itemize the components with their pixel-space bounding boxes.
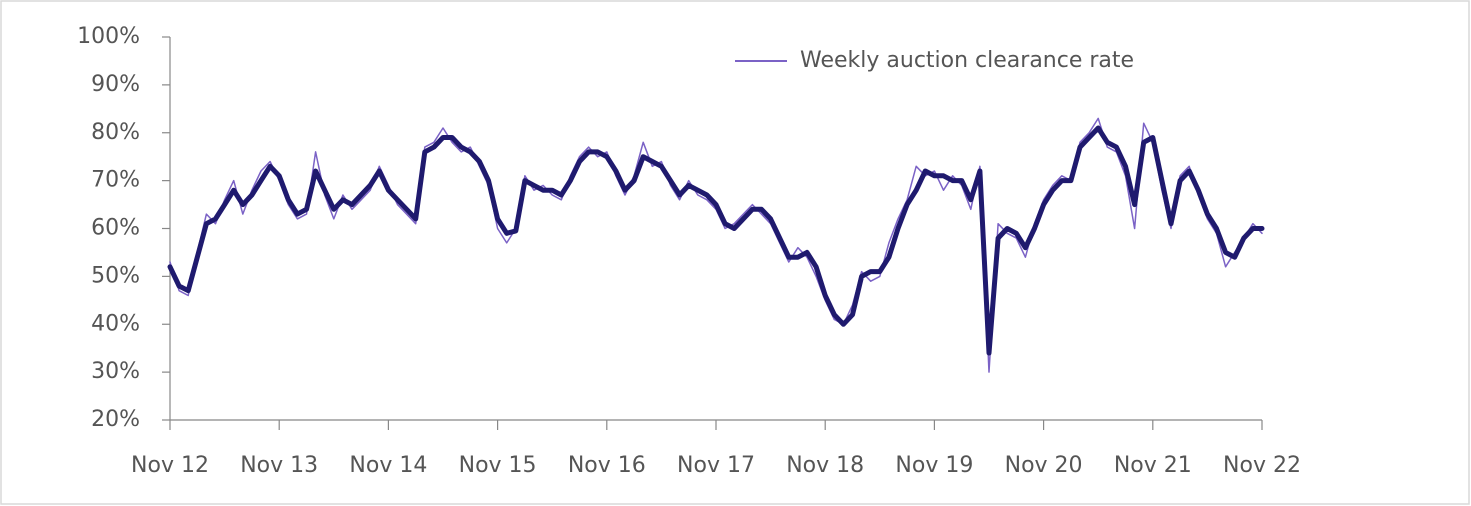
x-tick-label: Nov 21 — [1114, 453, 1192, 478]
x-tick-label: Nov 22 — [1223, 453, 1301, 478]
y-tick-label: 90% — [91, 72, 140, 97]
y-tick-label: 20% — [91, 407, 140, 432]
y-tick-label: 100% — [77, 24, 140, 49]
y-tick-label: 30% — [91, 359, 140, 384]
x-tick-label: Nov 14 — [349, 453, 427, 478]
x-tick-label: Nov 18 — [786, 453, 864, 478]
x-tick-label: Nov 19 — [895, 453, 973, 478]
y-tick-label: 40% — [91, 311, 140, 336]
x-tick-label: Nov 17 — [677, 453, 755, 478]
y-tick-label: 50% — [91, 263, 140, 288]
legend-label: Weekly auction clearance rate — [800, 48, 1134, 73]
y-tick-label: 70% — [91, 168, 140, 193]
x-tick-label: Nov 12 — [131, 453, 209, 478]
series-line — [167, 125, 1265, 356]
y-tick-label: 60% — [91, 216, 140, 241]
x-tick-label: Nov 15 — [459, 453, 537, 478]
x-tick-label: Nov 20 — [1005, 453, 1083, 478]
x-tick-label: Nov 16 — [568, 453, 646, 478]
x-tick-label: Nov 13 — [240, 453, 318, 478]
y-tick-label: 80% — [91, 120, 140, 145]
